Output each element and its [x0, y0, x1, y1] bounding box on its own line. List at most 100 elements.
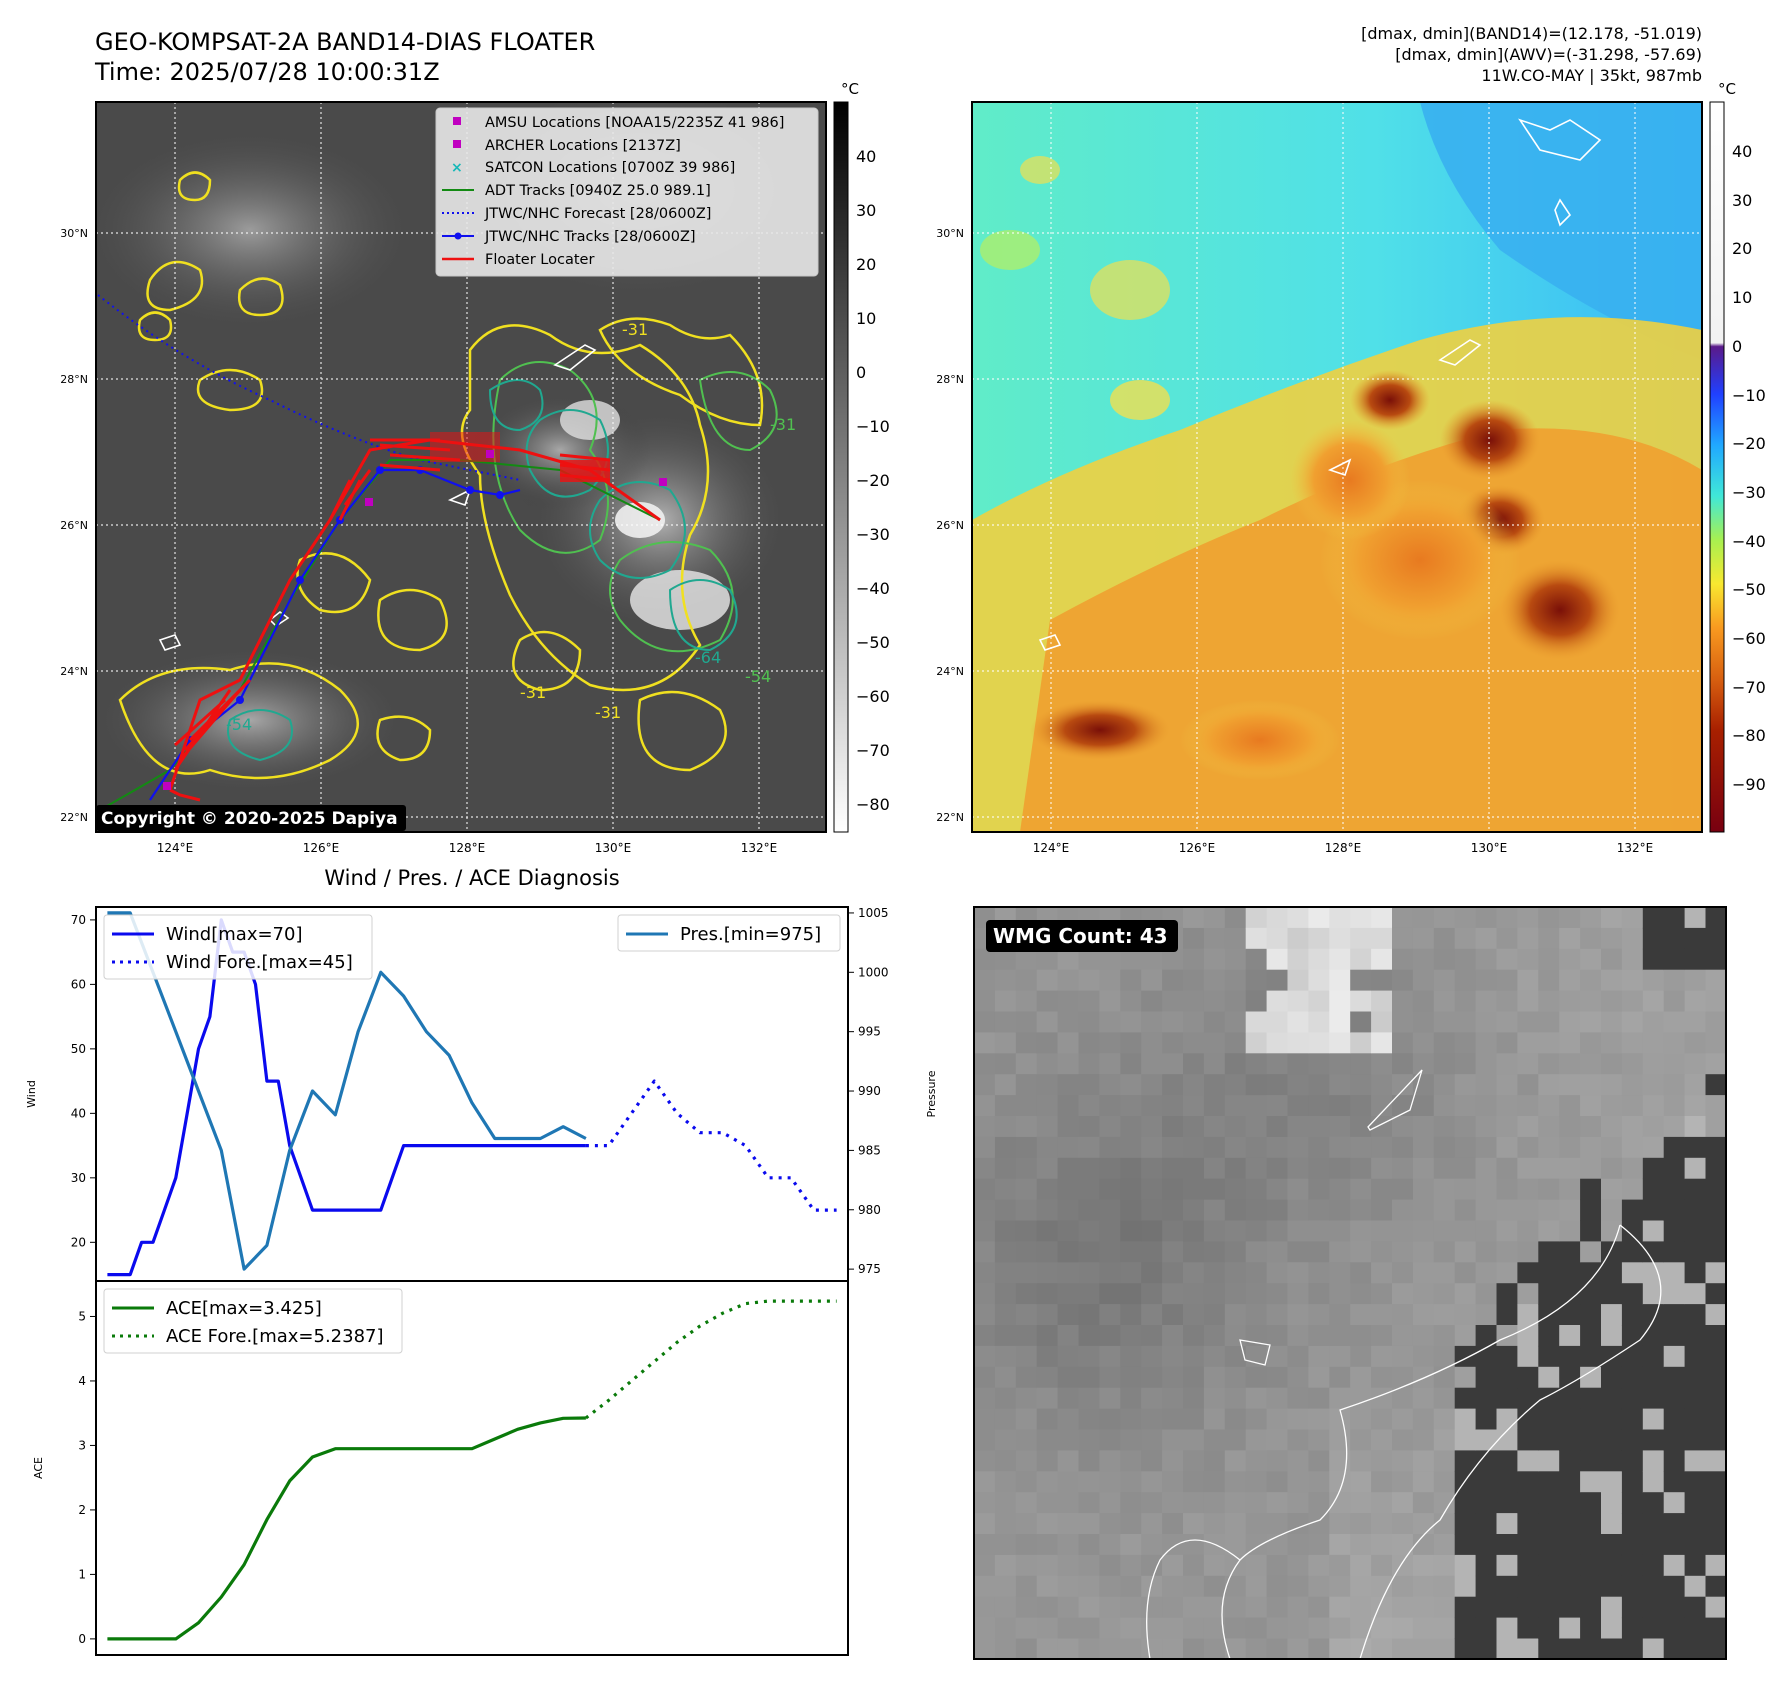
svg-text:132°E: 132°E: [1617, 841, 1654, 855]
svg-text:−50: −50: [1732, 580, 1766, 599]
ace-series-group: [107, 1299, 837, 1641]
tl-lon-ticks: 124°E 126°E 128°E 130°E 132°E: [157, 841, 778, 855]
wind-ytick-label: 20: [71, 1235, 86, 1249]
svg-text:22°N: 22°N: [60, 811, 88, 824]
legend-floater: Floater Locater: [485, 252, 594, 268]
svg-text:30°N: 30°N: [60, 227, 88, 240]
legend-amsu: AMSU Locations [NOAA15/2235Z 41 986]: [485, 115, 784, 131]
svg-text:10: 10: [1732, 288, 1752, 307]
ace-ytick-label: 5: [78, 1309, 86, 1323]
pressure-ytick-label: 1000: [858, 965, 889, 979]
floater-locater: [168, 438, 661, 802]
wmg-badge: [986, 920, 1178, 952]
colorbar-gray: °C 40 30 20 10 0 −10 −20 −30 −40 −50 −60…: [833, 80, 890, 833]
svg-text:°C: °C: [1718, 80, 1736, 98]
svg-text:40: 40: [856, 147, 876, 166]
ir-color-map: [972, 102, 1702, 832]
svg-text:−80: −80: [856, 795, 890, 814]
svg-text:−50: −50: [856, 633, 890, 652]
ace-panel: 0 1 2 3 4 5 ACE ACE[max=3.425] ACE Fore.[max=…: [32, 1280, 849, 1656]
svg-text:30: 30: [1732, 191, 1752, 210]
svg-text:128°E: 128°E: [449, 841, 486, 855]
pressure-ylabel: Pressure: [925, 1070, 938, 1117]
svg-text:−70: −70: [856, 741, 890, 760]
stats-band14: [dmax, dmin](BAND14)=(12.178, -51.019): [1361, 24, 1702, 43]
pressure-ytick-label: 980: [858, 1203, 881, 1217]
svg-text:128°E: 128°E: [1325, 841, 1362, 855]
svg-text:24°N: 24°N: [60, 665, 88, 678]
svg-text:−40: −40: [1732, 532, 1766, 551]
legend-tracks: JTWC/NHC Tracks [28/0600Z]: [484, 229, 696, 245]
tl-lat-ticks: 30°N 28°N 26°N 24°N 22°N: [60, 227, 88, 824]
legend-wind: Wind[max=70]: [166, 924, 303, 945]
svg-text:26°N: 26°N: [60, 519, 88, 532]
wind-ytick-label: 60: [71, 977, 86, 991]
svg-text:0: 0: [856, 363, 866, 382]
svg-text:−30: −30: [856, 525, 890, 544]
svg-text:28°N: 28°N: [936, 373, 964, 386]
svg-text:°C: °C: [841, 80, 859, 98]
legend-forecast: JTWC/NHC Forecast [28/0600Z]: [484, 206, 711, 222]
ace-ytick-label: 0: [78, 1632, 86, 1646]
svg-text:−10: −10: [1732, 386, 1766, 405]
svg-text:126°E: 126°E: [303, 841, 340, 855]
wmg-map: WMG Count: 43: [974, 907, 1726, 1659]
svg-text:26°N: 26°N: [936, 519, 964, 532]
pressure-ytick-label: 975: [858, 1262, 881, 1276]
copyright-text: Copyright © 2020-2025 Dapiya: [101, 809, 398, 829]
contour-label-4: -31: [520, 683, 546, 702]
wind-ylabel: Wind: [25, 1080, 38, 1108]
legend-pressure: Pres.[min=975]: [680, 924, 821, 945]
svg-text:20: 20: [1732, 239, 1752, 258]
contour-label-6: -31: [595, 703, 621, 722]
figure-title: GEO-KOMPSAT-2A BAND14-DIAS FLOATER: [95, 28, 595, 56]
svg-text:28°N: 28°N: [60, 373, 88, 386]
stats-awv: [dmax, dmin](AWV)=(-31.298, -57.69): [1395, 45, 1702, 64]
wind-panel: 20 30 40 50 60 70 975 980 985 990 995 1000 1005 Win…: [25, 906, 938, 1282]
svg-text:−70: −70: [1732, 678, 1766, 697]
legend-ace-fore: ACE Fore.[max=5.2387]: [166, 1326, 384, 1347]
map-grid-tr: [972, 102, 1702, 832]
pressure-ytick-label: 995: [858, 1025, 881, 1039]
svg-text:130°E: 130°E: [595, 841, 632, 855]
ace-line: [107, 1416, 586, 1641]
wind-series-group: [107, 911, 837, 1277]
svg-text:20: 20: [856, 255, 876, 274]
svg-text:0: 0: [1732, 337, 1742, 356]
svg-text:130°E: 130°E: [1471, 841, 1508, 855]
svg-text:22°N: 22°N: [936, 811, 964, 824]
legend-wind-fore: Wind Fore.[max=45]: [166, 952, 353, 973]
svg-text:30°N: 30°N: [936, 227, 964, 240]
svg-text:132°E: 132°E: [741, 841, 778, 855]
svg-text:−80: −80: [1732, 726, 1766, 745]
svg-text:40: 40: [1732, 142, 1752, 161]
pressure-line: [107, 911, 587, 1271]
wind-ytick-label: 30: [71, 1171, 86, 1185]
contour-label-5: -54: [226, 715, 252, 734]
wind-forecast-line: [585, 1079, 837, 1212]
legend-satcon: SATCON Locations [0700Z 39 986]: [485, 160, 735, 176]
tr-lon-ticks: 124°E 126°E 128°E 130°E 132°E: [1033, 841, 1654, 855]
diagnosis-title: Wind / Pres. / ACE Diagnosis: [324, 866, 619, 890]
legend-adt: ADT Tracks [0940Z 25.0 989.1]: [485, 183, 711, 199]
wmg-count: WMG Count: 43: [993, 924, 1168, 948]
pressure-ytick-label: 1005: [858, 906, 889, 920]
svg-text:24°N: 24°N: [936, 665, 964, 678]
contour-label-7: -31: [770, 415, 796, 434]
svg-text:124°E: 124°E: [157, 841, 194, 855]
svg-text:−60: −60: [856, 687, 890, 706]
ace-yticks: 0 1 2 3 4 5: [78, 1309, 96, 1646]
map-legend: AMSU Locations [NOAA15/2235Z 41 986] ARC…: [435, 107, 819, 277]
svg-text:124°E: 124°E: [1033, 841, 1070, 855]
svg-text:−40: −40: [856, 579, 890, 598]
svg-text:126°E: 126°E: [1179, 841, 1216, 855]
pressure-ytick-label: 990: [858, 1084, 881, 1098]
pressure-ytick-label: 985: [858, 1143, 881, 1157]
svg-text:30: 30: [856, 201, 876, 220]
ace-ylabel: ACE: [32, 1457, 45, 1479]
wind-ytick-label: 40: [71, 1106, 86, 1120]
stats-storm: 11W.CO-MAY | 35kt, 987mb: [1481, 66, 1702, 85]
amsu-markers: [163, 450, 667, 790]
contour-label-3: -64: [695, 648, 721, 667]
